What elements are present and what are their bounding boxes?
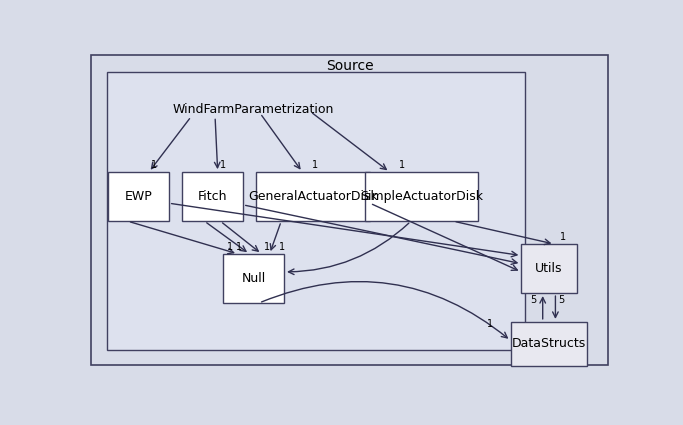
FancyBboxPatch shape — [256, 172, 370, 221]
Text: 1: 1 — [559, 232, 566, 242]
Text: Source: Source — [326, 59, 374, 73]
Text: GeneralActuatorDisk: GeneralActuatorDisk — [248, 190, 378, 203]
Text: 1: 1 — [279, 242, 285, 252]
Text: 5: 5 — [531, 295, 537, 305]
Text: 1: 1 — [487, 319, 493, 329]
FancyBboxPatch shape — [91, 55, 609, 365]
Text: 1: 1 — [221, 161, 227, 170]
Text: SimpleActuatorDisk: SimpleActuatorDisk — [360, 190, 483, 203]
FancyBboxPatch shape — [107, 72, 525, 351]
Text: 1: 1 — [312, 161, 318, 170]
FancyBboxPatch shape — [521, 244, 577, 293]
FancyBboxPatch shape — [365, 172, 478, 221]
Text: Null: Null — [242, 272, 266, 285]
Text: 5: 5 — [559, 295, 565, 305]
FancyBboxPatch shape — [182, 172, 243, 221]
Text: WindFarmParametrization: WindFarmParametrization — [173, 103, 334, 116]
Text: 1: 1 — [150, 161, 156, 170]
Text: Utils: Utils — [535, 262, 563, 275]
Text: DataStructs: DataStructs — [512, 337, 586, 350]
Text: 1: 1 — [236, 242, 242, 252]
Text: 1: 1 — [227, 242, 234, 252]
FancyBboxPatch shape — [511, 322, 587, 366]
Text: 1: 1 — [264, 242, 270, 252]
FancyBboxPatch shape — [223, 254, 284, 303]
Text: 1: 1 — [400, 161, 406, 170]
Text: Fitch: Fitch — [197, 190, 227, 203]
Text: EWP: EWP — [124, 190, 152, 203]
FancyBboxPatch shape — [108, 172, 169, 221]
